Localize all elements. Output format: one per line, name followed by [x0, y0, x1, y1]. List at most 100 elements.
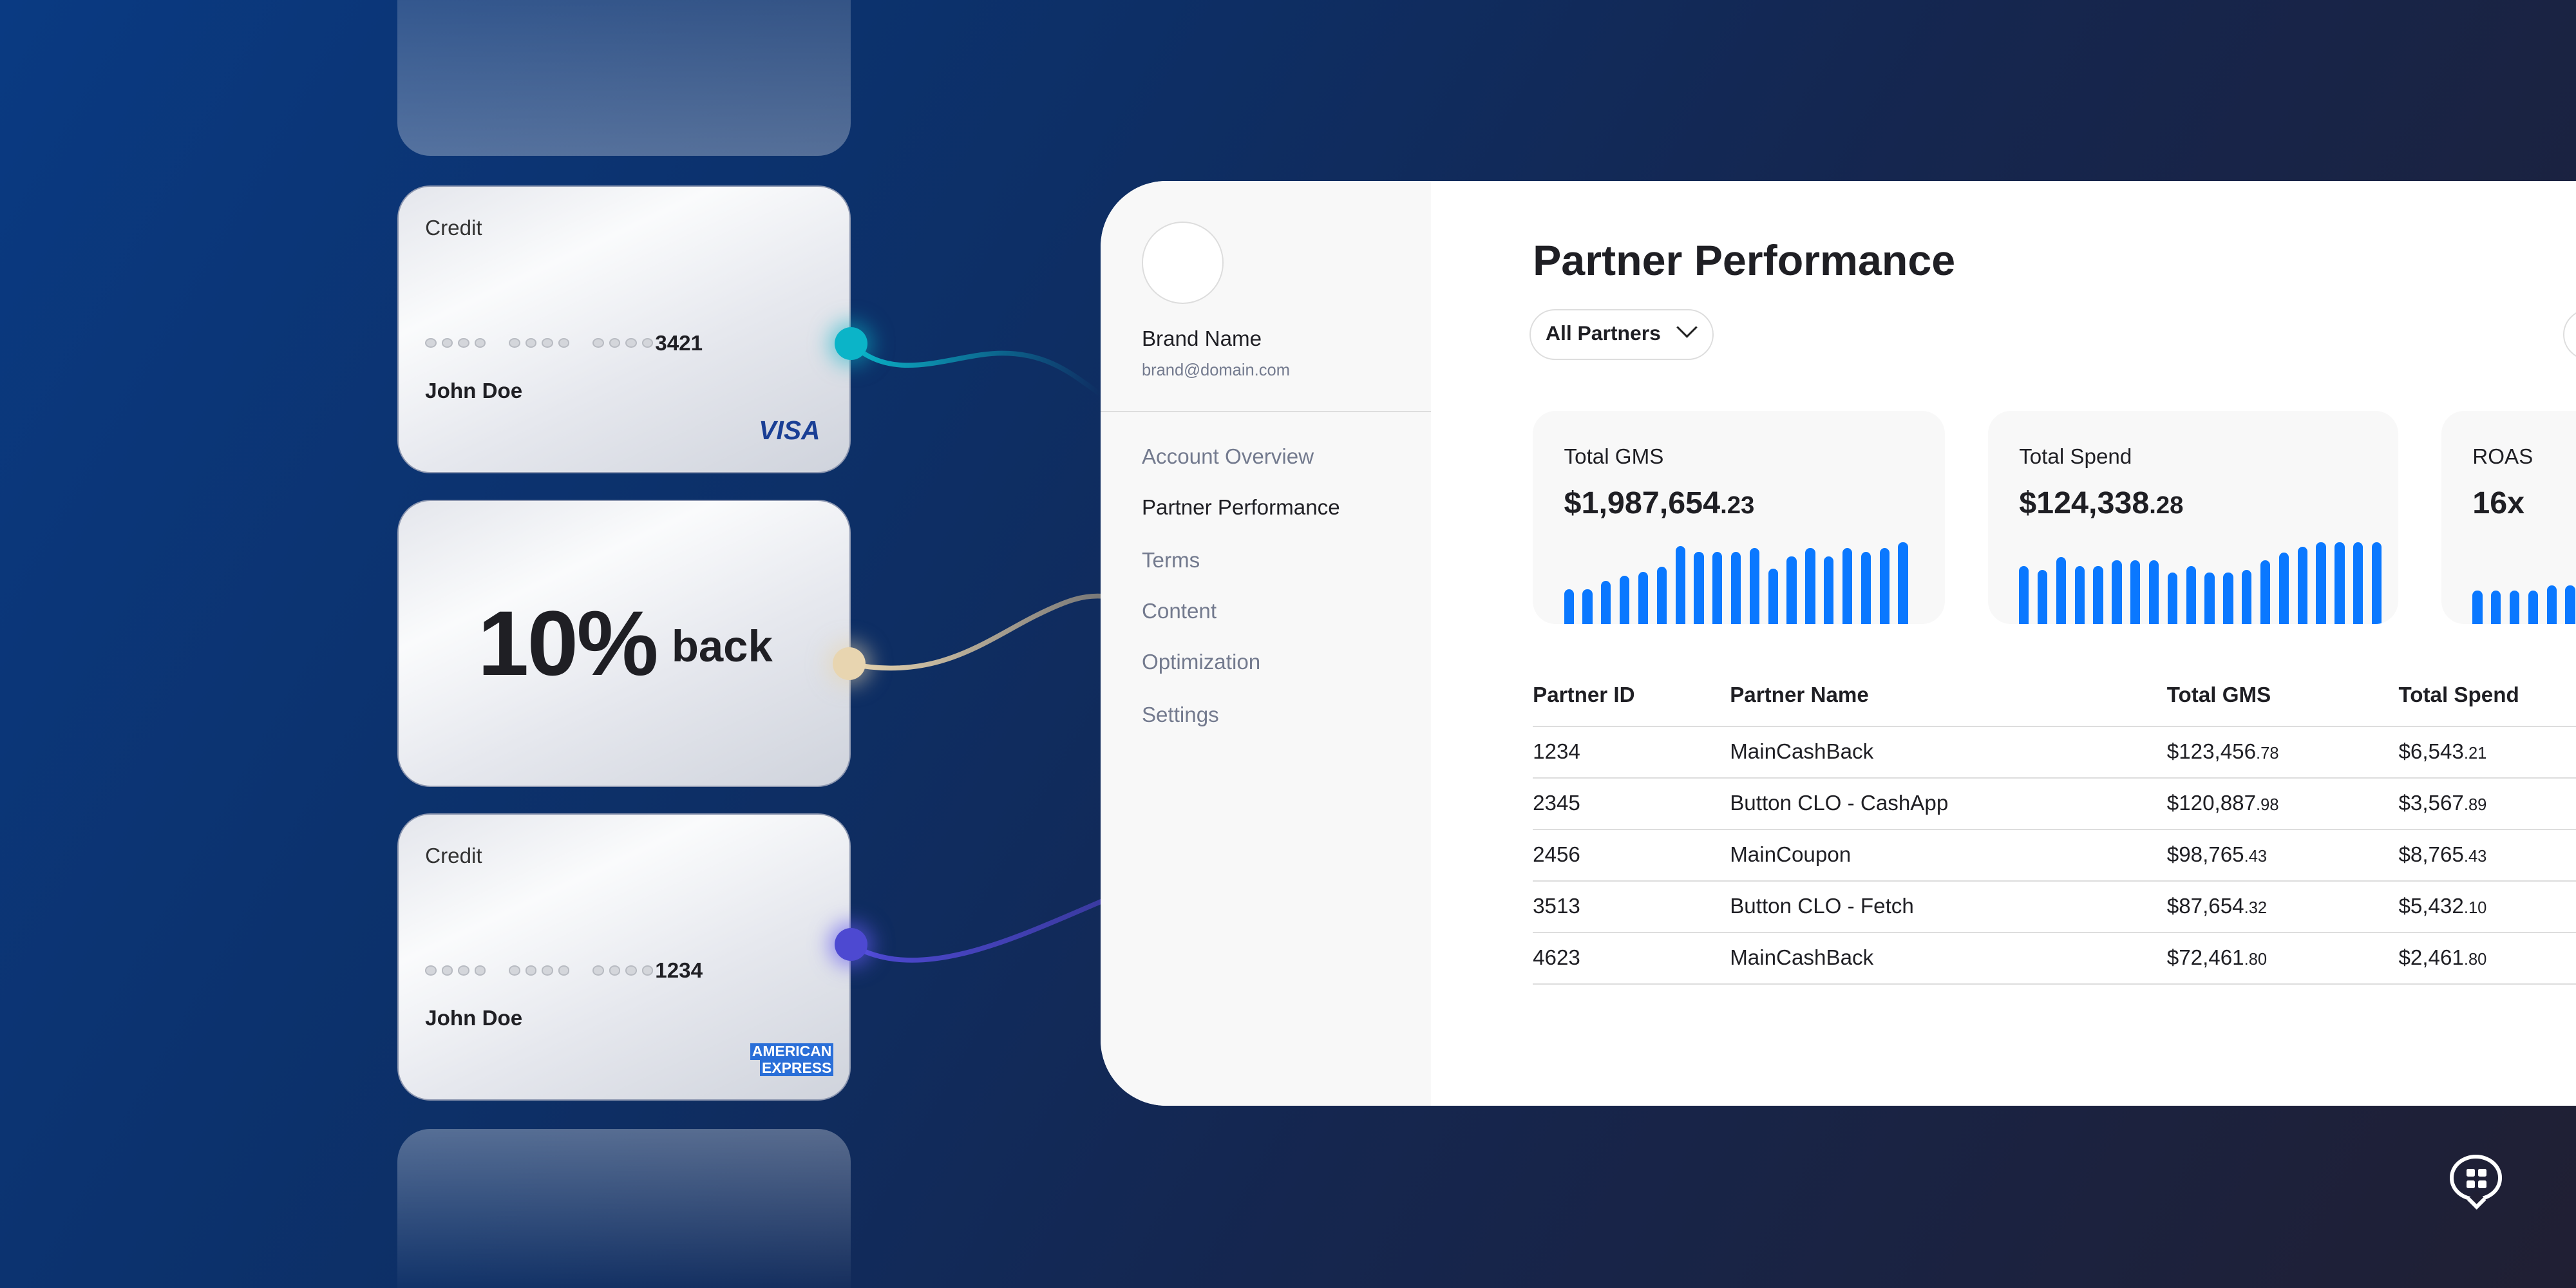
- total-spend: $5,432.10: [2398, 880, 2576, 933]
- kpi-card-total-gms: Total GMS $1,987,654.23: [1533, 410, 1946, 625]
- trend-bar: [1656, 567, 1667, 625]
- trend-bar: [2472, 591, 2483, 625]
- kpi-value: $1,987,654.23: [1564, 485, 1755, 520]
- partner-name: MainCoupon: [1730, 829, 2167, 882]
- trend-bar: [2223, 573, 2233, 625]
- page-title: Partner Performance: [1533, 237, 1956, 285]
- card-faded-top: [397, 0, 851, 156]
- visa-card[interactable]: Credit 3421 John Doe VISA: [397, 185, 851, 473]
- card-faded-bottom: [397, 1128, 851, 1288]
- trend-bar: [2278, 553, 2289, 625]
- trend-bar: [1861, 552, 1871, 625]
- trend-bar: [1730, 552, 1741, 625]
- trend-bar: [1675, 546, 1685, 625]
- brand-email: brand@domain.com: [1141, 361, 1290, 380]
- col-partner-name[interactable]: Partner Name: [1730, 665, 2167, 727]
- filter-label: All Partners: [1545, 321, 1661, 345]
- card-type: Credit: [425, 216, 482, 241]
- amex-logo: AMERICAN EXPRESS: [750, 1043, 833, 1077]
- connector-dot-teal: [834, 327, 867, 360]
- trend-bar: [1749, 547, 1760, 625]
- sidebar: Brand Name brand@domain.com Account Over…: [1101, 180, 1431, 1106]
- trend-bar: [2242, 570, 2252, 625]
- masked-digits: [425, 337, 654, 348]
- partner-name: Button CLO - CashApp: [1730, 777, 2167, 830]
- col-total-gms[interactable]: Total GMS: [2166, 665, 2399, 727]
- card-last4: 1234: [655, 959, 703, 983]
- sidebar-item-content[interactable]: Content: [1141, 600, 1217, 624]
- trend-bar: [2130, 560, 2141, 625]
- trend-bar: [2186, 565, 2196, 625]
- table-row[interactable]: 3513 Button CLO - Fetch $87,654.32 $5,43…: [1533, 880, 2576, 933]
- total-gms: $72,461.80: [2166, 932, 2399, 985]
- card-holder: John Doe: [425, 379, 523, 403]
- trend-bar: [1582, 589, 1593, 625]
- partner-filter-dropdown[interactable]: All Partners: [1529, 308, 1714, 360]
- trend-bar: [1601, 580, 1611, 625]
- trend-bar: [2353, 542, 2363, 625]
- sidebar-item-optimization[interactable]: Optimization: [1141, 650, 1261, 675]
- connector-dot-beige: [833, 647, 866, 681]
- kpi-label: Total GMS: [1564, 445, 1664, 469]
- card-holder: John Doe: [425, 1007, 523, 1031]
- trend-bar: [2056, 556, 2067, 625]
- sidebar-item-settings[interactable]: Settings: [1141, 703, 1219, 727]
- trend-bar: [2491, 591, 2501, 625]
- kpi-label: Total Spend: [2019, 445, 2132, 469]
- table-row[interactable]: 4623 MainCashBack $72,461.80 $2,461.80: [1533, 932, 2576, 985]
- trend-bar: [2334, 542, 2345, 625]
- total-spend: $3,567.89: [2398, 777, 2576, 830]
- connector-teal: [849, 341, 1103, 397]
- trend-bar: [2297, 547, 2307, 625]
- amex-card[interactable]: Credit 1234 John Doe AMERICAN EXPRESS: [397, 813, 851, 1101]
- table-row[interactable]: 2345 Button CLO - CashApp $120,887.98 $3…: [1533, 777, 2576, 830]
- offer-card[interactable]: 10% back: [397, 499, 851, 787]
- trend-bar: [2565, 585, 2575, 625]
- kpi-card-total-spend: Total Spend $124,338.28: [1987, 410, 2399, 625]
- divider: [1101, 410, 1431, 413]
- trend-bar: [1694, 552, 1704, 625]
- table-row[interactable]: 1234 MainCashBack $123,456.78 $6,543.21: [1533, 726, 2576, 779]
- masked-digits: [425, 965, 654, 976]
- avatar[interactable]: [1141, 222, 1224, 304]
- trend-bar: [2546, 585, 2557, 625]
- table-row[interactable]: 2456 MainCoupon $98,765.43 $8,765.43: [1533, 829, 2576, 882]
- trend-bar: [1824, 556, 1834, 625]
- trend-bar: [2371, 542, 2382, 625]
- total-gms: $98,765.43: [2166, 829, 2399, 882]
- total-spend: $6,543.21: [2398, 726, 2576, 779]
- total-spend: $2,461.80: [2398, 932, 2576, 985]
- trend-bar: [2019, 565, 2029, 625]
- trend-bar: [1786, 556, 1797, 625]
- trend-bar: [1638, 571, 1649, 625]
- partner-table: Partner ID Partner Name Total GMS Total …: [1533, 665, 2576, 985]
- visa-logo: VISA: [759, 415, 820, 445]
- connector-purple: [849, 898, 1105, 963]
- col-total-spend[interactable]: Total Spend: [2398, 665, 2576, 727]
- offer-value: 10%: [477, 592, 659, 695]
- card-type: Credit: [425, 844, 482, 868]
- trend-bar: [1805, 547, 1815, 625]
- dashboard-panel: Brand Name brand@domain.com Account Over…: [1101, 180, 2576, 1106]
- trend-bar: [1768, 568, 1778, 625]
- card-last4: 3421: [655, 331, 703, 355]
- col-partner-id[interactable]: Partner ID: [1533, 665, 1730, 727]
- trend-bar: [2260, 560, 2271, 625]
- trend-bar: [2112, 560, 2122, 625]
- sidebar-item-terms[interactable]: Terms: [1141, 549, 1200, 573]
- chat-grid-icon[interactable]: [2449, 1155, 2503, 1201]
- partner-id: 1234: [1533, 726, 1730, 779]
- offer-label: back: [671, 621, 773, 671]
- partner-name: MainCashBack: [1730, 726, 2167, 779]
- trend-bar: [2509, 591, 2520, 625]
- total-gms: $87,654.32: [2166, 880, 2399, 933]
- sidebar-item-account-overview[interactable]: Account Overview: [1141, 445, 1314, 469]
- secondary-filter-button[interactable]: [2562, 308, 2576, 360]
- trend-bar: [1564, 589, 1574, 625]
- sidebar-item-partner-performance[interactable]: Partner Performance: [1141, 496, 1340, 520]
- total-gms: $123,456.78: [2166, 726, 2399, 779]
- trend-bar: [2167, 573, 2178, 625]
- trend-bar: [1620, 576, 1630, 625]
